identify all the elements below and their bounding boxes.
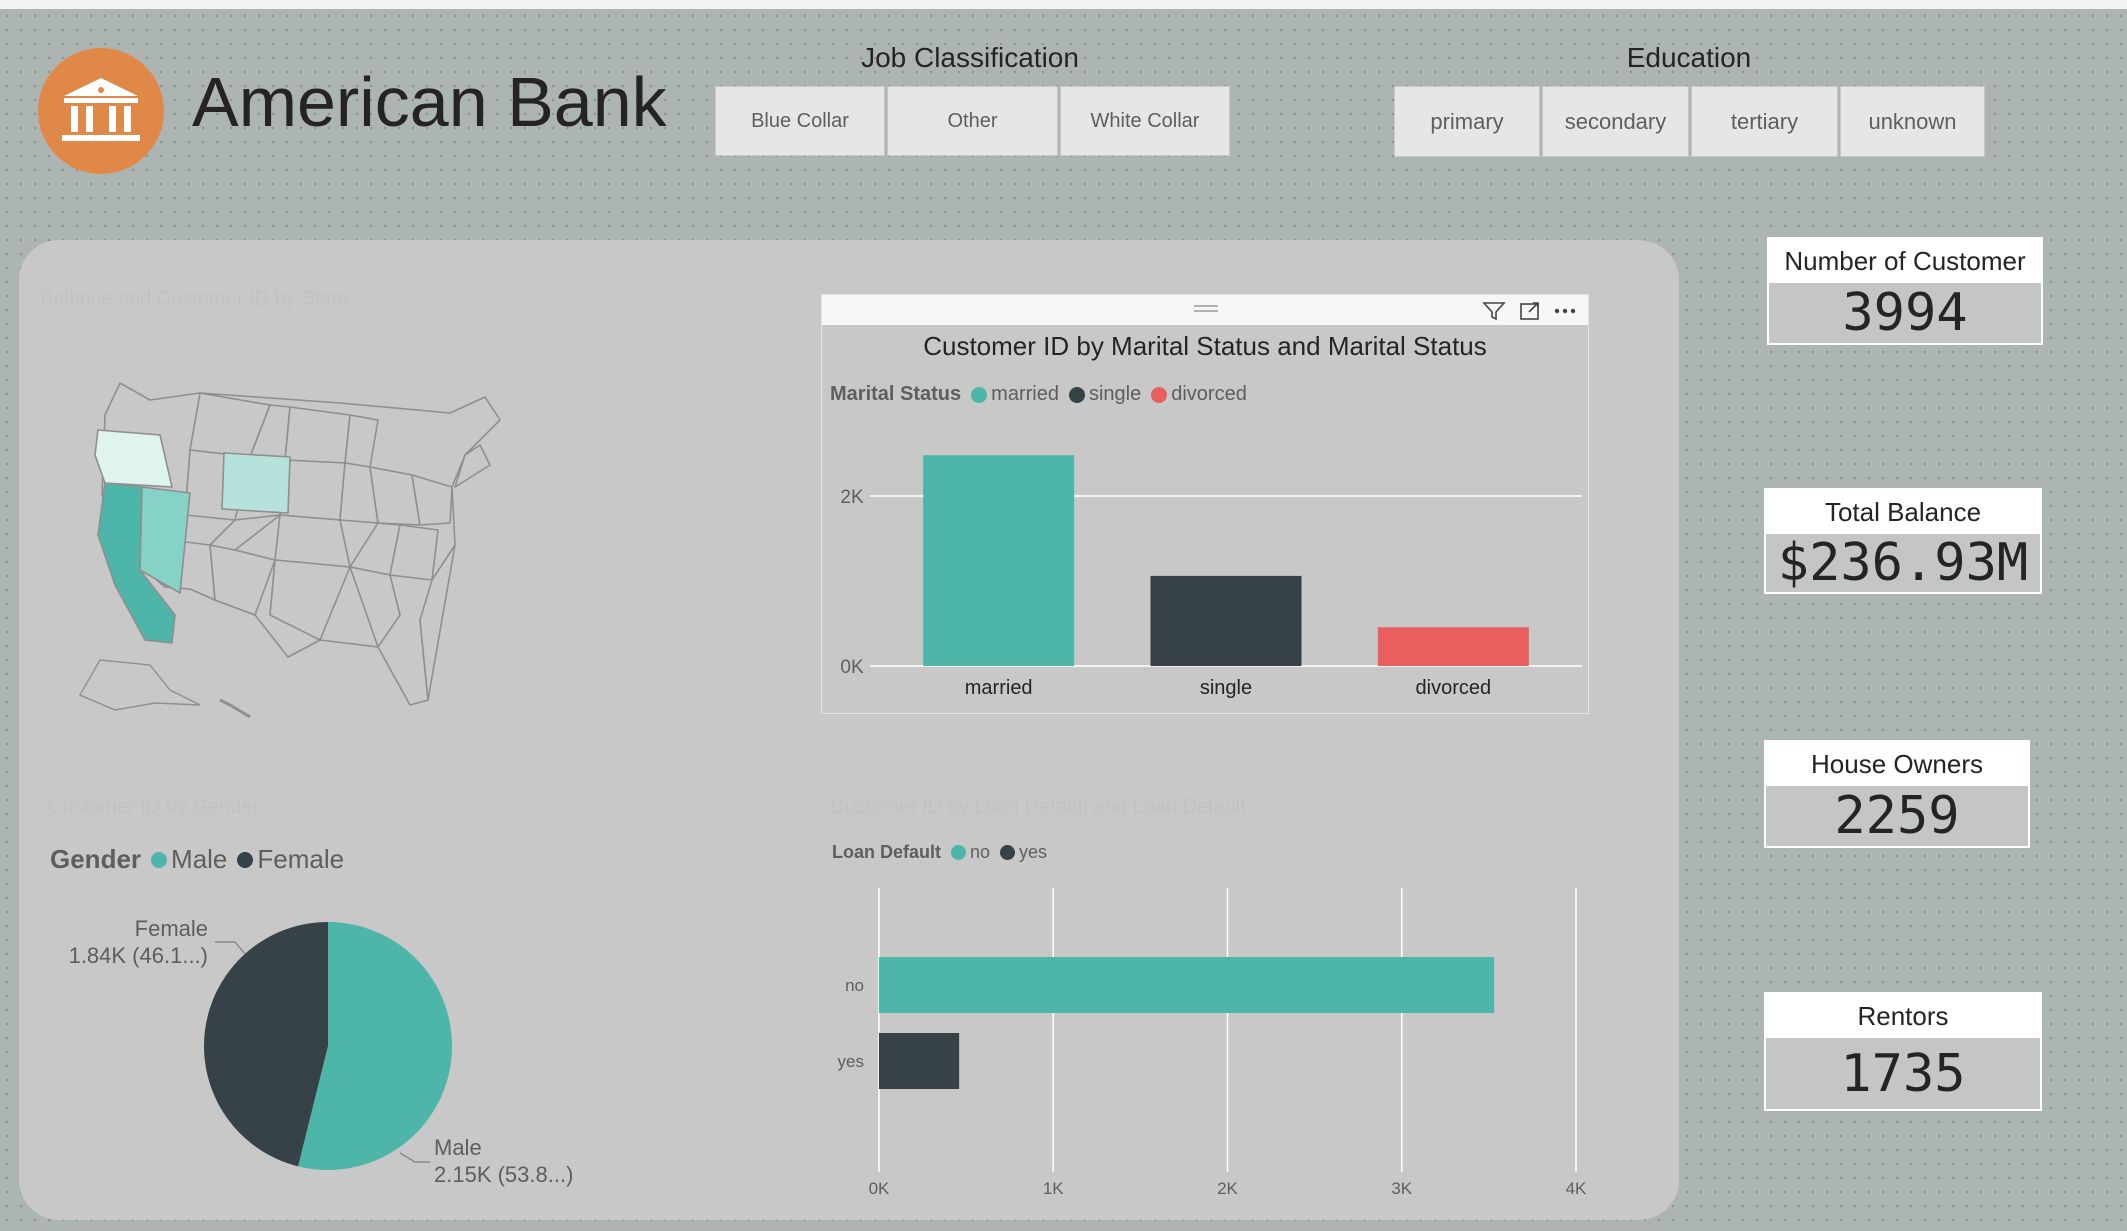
- slicer-option-primary[interactable]: primary: [1394, 86, 1540, 157]
- focus-mode-icon[interactable]: [1518, 300, 1542, 322]
- bank-logo: [38, 48, 164, 174]
- male-label-value: 2.15K (53.8...): [434, 1162, 573, 1187]
- y-tick-label: 0K: [840, 657, 864, 678]
- slicer-option-blue-collar[interactable]: Blue Collar: [715, 86, 885, 156]
- x-tick-label: divorced: [1416, 677, 1492, 699]
- job-classification-title: Job Classification: [861, 42, 1079, 73]
- card-total-balance: Total Balance $236.93M: [1764, 488, 2042, 594]
- marital-status-chart[interactable]: Customer ID by Marital Status and Marita…: [822, 325, 1588, 713]
- pie-slice-male[interactable]: [298, 922, 453, 1170]
- legend-item-female[interactable]: Female: [237, 844, 344, 875]
- marital-status-visual[interactable]: [821, 294, 1589, 714]
- y-tick-label: no: [845, 976, 864, 995]
- male-label-name: Male: [434, 1135, 482, 1160]
- x-tick-label: 4K: [1566, 1179, 1587, 1198]
- slicer-option-unknown[interactable]: unknown: [1840, 86, 1985, 157]
- bar-single: [1150, 575, 1302, 666]
- legend-dot: [951, 845, 967, 860]
- gender-visual-title: Customer ID by Gender: [48, 796, 260, 818]
- legend-item-divorced[interactable]: divorced: [1151, 383, 1247, 406]
- loan-legend-label: Loan Default: [832, 842, 942, 862]
- gender-legend: Gender Male Female: [50, 844, 354, 875]
- card-value: 1735: [1840, 1043, 1966, 1104]
- map-visual-title: Balance and Customer ID by State: [40, 288, 348, 310]
- legend-item-male[interactable]: Male: [151, 844, 227, 875]
- legend-item-single[interactable]: single: [1068, 383, 1141, 406]
- more-options-icon[interactable]: [1552, 300, 1578, 322]
- x-tick-label: 3K: [1391, 1179, 1412, 1198]
- gender-legend-label: Gender: [50, 844, 142, 874]
- x-tick-label: single: [1200, 677, 1252, 699]
- card-value: 2259: [1834, 786, 1960, 846]
- state-nevada[interactable]: [139, 486, 191, 595]
- card-rentors: Rentors 1735: [1764, 992, 2042, 1111]
- app-title: American Bank: [192, 63, 667, 141]
- slicer-option-other[interactable]: Other: [887, 86, 1058, 156]
- x-tick-label: 1K: [1043, 1179, 1064, 1198]
- bar-yes: [879, 1033, 960, 1089]
- legend-item-no[interactable]: no: [951, 842, 990, 863]
- legend-item-yes[interactable]: yes: [1000, 842, 1047, 863]
- slicer-option-tertiary[interactable]: tertiary: [1691, 86, 1838, 157]
- x-tick-label: married: [965, 677, 1033, 699]
- pie-slice-female[interactable]: [204, 922, 328, 1167]
- x-tick-label: 2K: [1217, 1179, 1238, 1198]
- bar-married: [923, 455, 1075, 666]
- us-state-map[interactable]: [60, 375, 640, 725]
- card-label: Total Balance: [1766, 490, 2040, 534]
- visual-header: [822, 295, 1588, 325]
- card-label: Rentors: [1766, 994, 2040, 1038]
- filter-icon[interactable]: [1482, 300, 1506, 322]
- legend-dot: [237, 851, 254, 868]
- legend-item-married[interactable]: married: [971, 383, 1059, 406]
- state-oregon[interactable]: [94, 429, 174, 488]
- male-leader-line: [399, 1152, 430, 1163]
- legend-dot: [151, 851, 168, 868]
- window-top-edge: [0, 0, 2127, 9]
- legend-dot: [971, 386, 988, 403]
- marital-legend: Marital Status married single divorced: [830, 383, 1257, 406]
- female-label-value: 1.84K (46.1...): [69, 943, 208, 968]
- legend-dot: [1151, 386, 1168, 403]
- card-value: 3994: [1842, 283, 1968, 343]
- card-label: Number of Customer: [1769, 239, 2041, 283]
- bar-no: [879, 957, 1495, 1013]
- loan-visual-title: Customer ID by Loan Default and Loan Def…: [830, 796, 1246, 818]
- female-label-name: Female: [135, 916, 208, 941]
- marital-legend-label: Marital Status: [830, 383, 962, 405]
- gender-pie-chart[interactable]: Female 1.84K (46.1...) Male 2.15K (53.8.…: [60, 900, 620, 1200]
- bar-divorced: [1377, 627, 1529, 666]
- y-tick-label: yes: [838, 1052, 864, 1071]
- card-house-owners: House Owners 2259: [1764, 740, 2030, 848]
- legend-dot: [1068, 386, 1085, 403]
- card-number-of-customer: Number of Customer 3994: [1767, 237, 2043, 345]
- legend-dot: [1000, 845, 1016, 860]
- female-leader-line: [215, 941, 246, 955]
- x-tick-label: 0K: [869, 1179, 890, 1198]
- loan-default-chart[interactable]: 0K 1K 2K 3K 4K no yes: [822, 870, 1602, 1200]
- loan-legend: Loan Default no yes: [832, 842, 1057, 863]
- drag-handle-icon[interactable]: [1194, 305, 1218, 307]
- card-label: House Owners: [1766, 742, 2028, 786]
- slicer-option-secondary[interactable]: secondary: [1542, 86, 1689, 157]
- education-title: Education: [1626, 42, 1752, 73]
- card-value: $236.93M: [1777, 533, 2029, 593]
- bank-icon: [62, 78, 140, 141]
- slicer-option-white-collar[interactable]: White Collar: [1060, 86, 1230, 156]
- state-wyoming[interactable]: [221, 452, 291, 514]
- chart-title: Customer ID by Marital Status and Marita…: [923, 331, 1487, 361]
- y-tick-label: 2K: [840, 487, 864, 508]
